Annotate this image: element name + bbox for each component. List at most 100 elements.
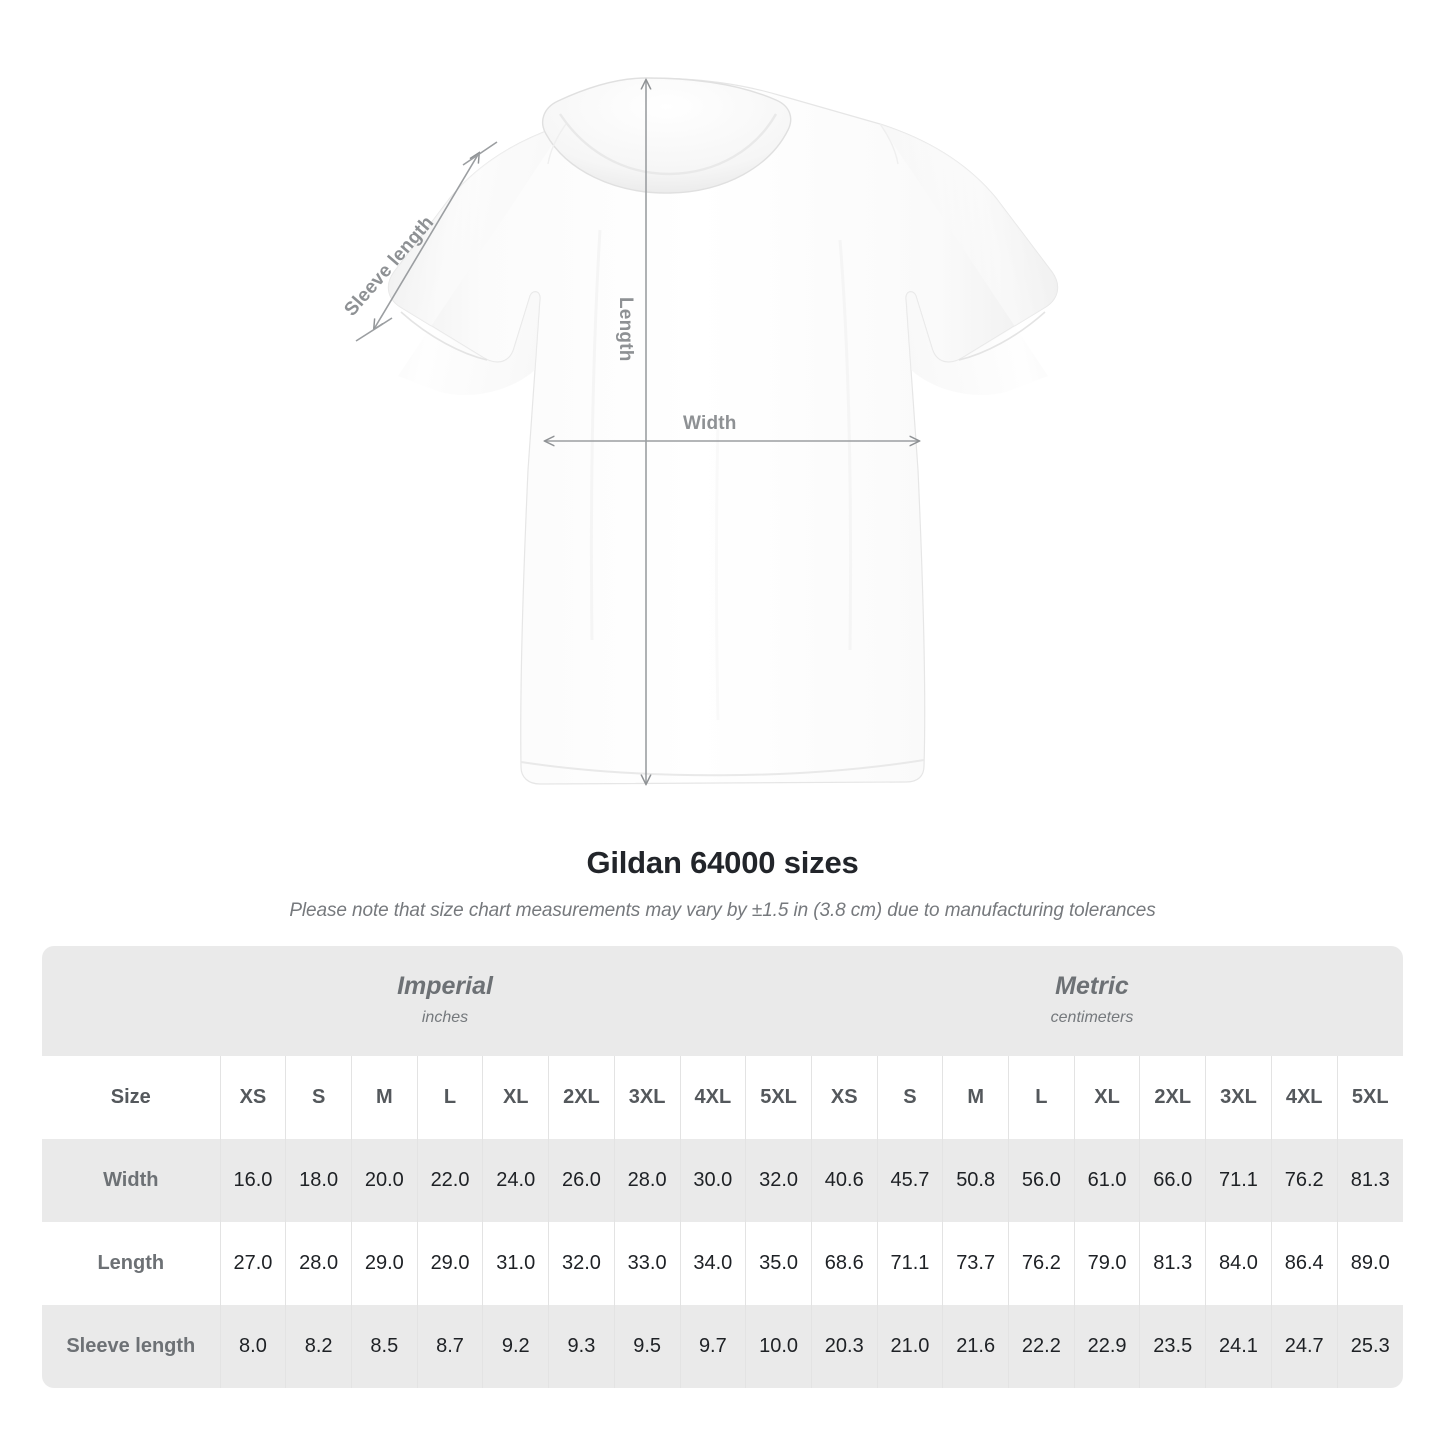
cell-sleeve-metric-l: 22.2 [1008, 1305, 1075, 1388]
cell-sleeve-imperial-3xl: 9.5 [613, 1305, 680, 1388]
cell-length-metric-m: 73.7 [942, 1222, 1009, 1305]
cell-length-metric-5xl: 89.0 [1336, 1222, 1403, 1305]
cell-width-imperial-l: 22.0 [416, 1139, 483, 1222]
cell-width-metric-4xl: 76.2 [1270, 1139, 1338, 1222]
cell-length-metric-xl: 79.0 [1073, 1222, 1140, 1305]
cell-sleeve-metric-m: 21.6 [942, 1305, 1009, 1388]
cell-sleeve-metric-xs: 20.3 [810, 1305, 878, 1388]
cell-length-metric-4xl: 86.4 [1270, 1222, 1338, 1305]
sleeve-dimension-cap-top [462, 141, 498, 166]
title-block: Gildan 64000 sizes Please note that size… [0, 845, 1445, 922]
col-header-imperial-5xl: 5XL [745, 1056, 812, 1139]
col-header-imperial-4xl: 4XL [679, 1056, 746, 1139]
cell-length-metric-xs: 68.6 [810, 1222, 878, 1305]
col-header-metric-m: M [942, 1056, 1009, 1139]
cell-sleeve-imperial-m: 8.5 [350, 1305, 418, 1388]
cell-width-imperial-xs: 16.0 [219, 1139, 286, 1222]
cell-sleeve-imperial-xs: 8.0 [219, 1305, 286, 1388]
cell-width-imperial-5xl: 32.0 [745, 1139, 812, 1222]
cell-sleeve-metric-xl: 22.9 [1073, 1305, 1140, 1388]
col-header-metric-3xl: 3XL [1205, 1056, 1272, 1139]
cell-sleeve-imperial-xl: 9.2 [482, 1305, 549, 1388]
metric-subtitle: centimeters [1050, 1009, 1134, 1026]
cell-sleeve-imperial-l: 8.7 [416, 1305, 483, 1388]
tolerance-note: Please note that size chart measurements… [289, 900, 1156, 921]
cell-sleeve-imperial-4xl: 9.7 [679, 1305, 746, 1388]
imperial-subtitle: inches [421, 1009, 469, 1026]
cell-sleeve-metric-5xl: 25.3 [1336, 1305, 1403, 1388]
fabric-fold-3 [715, 419, 720, 721]
width-label: Width [683, 413, 737, 434]
cell-width-metric-3xl: 71.1 [1205, 1139, 1272, 1222]
cell-length-metric-2xl: 81.3 [1139, 1222, 1206, 1305]
unit-system-banner: Imperial inches Metric centimeters [42, 946, 1403, 1056]
col-header-imperial-m: M [350, 1056, 418, 1139]
fabric-fold-2 [838, 239, 853, 651]
table-row: Sleeve length 8.0 8.2 8.5 8.7 9.2 9.3 9.… [42, 1305, 1403, 1388]
cell-length-imperial-s: 28.0 [285, 1222, 352, 1305]
col-header-imperial-s: S [285, 1056, 352, 1139]
shirt-collar [542, 77, 792, 194]
right-shoulder-seam [879, 123, 899, 165]
cell-length-imperial-3xl: 33.0 [613, 1222, 680, 1305]
col-header-imperial-3xl: 3XL [613, 1056, 680, 1139]
cell-width-imperial-2xl: 26.0 [548, 1139, 615, 1222]
shirt-bottom-hem [520, 759, 925, 777]
cell-sleeve-metric-2xl: 23.5 [1139, 1305, 1206, 1388]
col-header-metric-s: S [876, 1056, 943, 1139]
metric-title: Metric [1055, 972, 1129, 1000]
sleeve-dimension-arrow [374, 153, 479, 329]
col-header-metric-l: L [1008, 1056, 1075, 1139]
cell-sleeve-imperial-2xl: 9.3 [548, 1305, 615, 1388]
cell-sleeve-metric-3xl: 24.1 [1205, 1305, 1272, 1388]
cell-length-imperial-l: 29.0 [416, 1222, 483, 1305]
cell-width-imperial-4xl: 30.0 [679, 1139, 746, 1222]
left-shoulder-seam [547, 123, 567, 165]
table-row-header: Size [42, 1056, 221, 1139]
cell-length-imperial-5xl: 35.0 [745, 1222, 812, 1305]
col-header-metric-xl: XL [1073, 1056, 1140, 1139]
cell-width-metric-s: 45.7 [876, 1139, 943, 1222]
cell-length-imperial-4xl: 34.0 [679, 1222, 746, 1305]
cell-length-metric-l: 76.2 [1008, 1222, 1075, 1305]
right-sleeve-hem [958, 311, 1046, 361]
size-chart-table-container: Imperial inches Metric centimeters Size … [42, 946, 1403, 1388]
cell-width-imperial-s: 18.0 [285, 1139, 352, 1222]
imperial-title: Imperial [397, 972, 493, 1000]
row-label-width: Width [42, 1139, 221, 1222]
row-label-length: Length [42, 1222, 221, 1305]
cell-width-metric-m: 50.8 [942, 1139, 1009, 1222]
cell-sleeve-imperial-s: 8.2 [285, 1305, 352, 1388]
col-header-imperial-xs: XS [219, 1056, 286, 1139]
col-header-metric-4xl: 4XL [1270, 1056, 1338, 1139]
col-header-imperial-l: L [416, 1056, 483, 1139]
cell-sleeve-metric-s: 21.0 [876, 1305, 943, 1388]
tshirt-illustration [355, 77, 1059, 830]
table-row: Length 27.0 28.0 29.0 29.0 31.0 32.0 33.… [42, 1222, 1403, 1305]
length-label: Length [615, 297, 636, 362]
cell-width-metric-xs: 40.6 [810, 1139, 878, 1222]
imperial-unit-group: Imperial inches [397, 974, 493, 1026]
col-header-imperial-2xl: 2XL [548, 1056, 615, 1139]
cell-width-metric-5xl: 81.3 [1336, 1139, 1403, 1222]
fabric-fold-1 [589, 229, 602, 641]
row-label-sleeve-length: Sleeve length [42, 1305, 221, 1388]
cell-length-metric-3xl: 84.0 [1205, 1222, 1272, 1305]
cell-length-imperial-xl: 31.0 [482, 1222, 549, 1305]
page-title: Gildan 64000 sizes [586, 845, 859, 880]
cell-width-imperial-xl: 24.0 [482, 1139, 549, 1222]
cell-sleeve-imperial-5xl: 10.0 [745, 1305, 812, 1388]
tshirt-diagram: Width Length Sleeve length [340, 77, 1059, 830]
col-header-metric-5xl: 5XL [1336, 1056, 1403, 1139]
cell-width-imperial-3xl: 28.0 [613, 1139, 680, 1222]
right-sleeve-shading [880, 124, 1058, 396]
table-row: Width 16.0 18.0 20.0 22.0 24.0 26.0 28.0… [42, 1139, 1403, 1222]
cell-width-metric-l: 56.0 [1008, 1139, 1075, 1222]
col-header-metric-2xl: 2XL [1139, 1056, 1206, 1139]
cell-length-imperial-xs: 27.0 [219, 1222, 286, 1305]
sleeve-dimension-cap-bottom [355, 317, 393, 342]
cell-length-metric-s: 71.1 [876, 1222, 943, 1305]
tshirt-silhouette [387, 77, 1059, 785]
col-header-imperial-xl: XL [482, 1056, 549, 1139]
table-header-row: Size XS S M L XL 2XL 3XL 4XL 5XL XS S M … [42, 1056, 1403, 1139]
